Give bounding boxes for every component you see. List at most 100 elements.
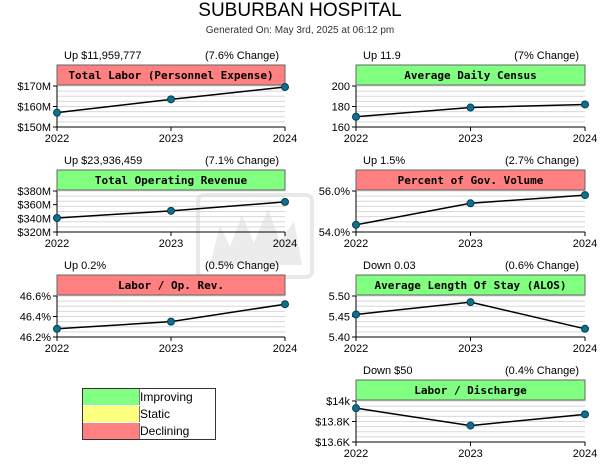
change-text: Up $23,936,459: [64, 155, 142, 167]
x-tick-label: 2023: [159, 343, 183, 355]
data-point: [167, 206, 175, 215]
data-point: [352, 404, 360, 413]
legend-swatch-static: [83, 406, 140, 422]
change-text: Down 0.03: [363, 260, 416, 272]
legend-label: Improving: [140, 390, 193, 404]
x-tick-label: 2023: [458, 238, 482, 250]
y-tick-label: $150M: [17, 122, 51, 134]
change-text: Up 11.9: [363, 50, 401, 62]
y-tick-label: 5.45: [329, 312, 350, 324]
x-tick-label: 2022: [344, 343, 368, 355]
y-tick-label: $170M: [17, 81, 51, 93]
data-point: [352, 220, 360, 229]
y-tick-label: 46.6%: [20, 291, 51, 303]
generated-timestamp: Generated On: May 3rd, 2025 at 06:12 pm: [205, 25, 395, 36]
data-point: [581, 324, 589, 333]
legend-label: Declining: [140, 424, 190, 438]
x-tick-label: 2022: [344, 238, 368, 250]
kpi-title: Average Daily Census: [404, 69, 536, 82]
change-text: Up 1.5%: [363, 155, 405, 167]
change-text: Up 0.2%: [64, 260, 106, 272]
kpi-title-banner: [355, 274, 586, 296]
data-point: [581, 100, 589, 109]
pct-change-text: (7.6% Change): [205, 50, 279, 62]
kpi-title-banner: [355, 379, 586, 401]
legend-swatch-declining: [83, 423, 140, 439]
legend-item-declining: Declining: [83, 423, 215, 440]
y-tick-label: $360M: [17, 200, 51, 212]
x-tick-label: 2022: [45, 133, 69, 145]
data-point: [281, 300, 289, 309]
x-tick-label: 2024: [273, 133, 297, 145]
y-tick-label: 200: [332, 81, 350, 93]
x-tick-label: 2024: [273, 238, 297, 250]
data-point: [281, 197, 289, 206]
y-tick-label: 46.4%: [20, 312, 51, 324]
y-tick-label: $340M: [17, 213, 51, 225]
y-tick-label: $380M: [17, 186, 51, 198]
x-tick-label: 2024: [573, 343, 597, 355]
data-point: [466, 298, 475, 307]
data-point: [167, 317, 175, 326]
x-tick-label: 2024: [273, 343, 297, 355]
data-point: [466, 421, 475, 430]
data-point: [167, 95, 175, 104]
data-point: [581, 191, 589, 200]
data-point: [53, 213, 61, 222]
kpi-title: Average Length Of Stay (ALOS): [374, 279, 566, 292]
y-tick-label: 5.50: [329, 291, 350, 303]
pct-change-text: (0.5% Change): [205, 260, 279, 272]
data-point: [581, 410, 589, 419]
legend-swatch-improving: [83, 389, 140, 405]
x-tick-label: 2022: [45, 343, 69, 355]
kpi-title: Total Labor (Personnel Expense): [68, 69, 273, 82]
x-tick-label: 2022: [344, 133, 368, 145]
y-tick-label: $320M: [17, 227, 51, 239]
y-tick-label: $14k: [326, 396, 350, 408]
pct-change-text: (0.6% Change): [505, 260, 579, 272]
data-point: [466, 103, 475, 112]
y-tick-label: 160: [332, 122, 350, 134]
legend-item-improving: Improving: [83, 389, 215, 406]
x-tick-label: 2023: [458, 343, 482, 355]
x-tick-label: 2022: [45, 238, 69, 250]
kpi-title-banner: [56, 64, 286, 86]
kpi-title: Labor / Discharge: [414, 384, 527, 397]
pct-change-text: (7% Change): [514, 50, 579, 62]
x-tick-label: 2023: [159, 133, 183, 145]
data-point: [352, 310, 360, 319]
data-point: [53, 108, 61, 117]
data-point: [352, 112, 360, 121]
y-tick-label: $160M: [17, 102, 51, 114]
y-tick-label: $13.8K: [315, 417, 351, 429]
data-point: [466, 199, 475, 208]
y-tick-label: 46.2%: [20, 332, 51, 344]
page-title: SUBURBAN HOSPITAL: [198, 0, 402, 21]
pct-change-text: (7.1% Change): [205, 155, 279, 167]
kpi-title-banner: [355, 169, 586, 191]
legend-label: Static: [140, 407, 171, 421]
change-text: Down $50: [363, 365, 413, 377]
pct-change-text: (2.7% Change): [505, 155, 579, 167]
kpi-title: Percent of Gov. Volume: [398, 174, 544, 187]
y-tick-label: 54.0%: [319, 227, 350, 239]
kpi-title: Labor / Op. Rev.: [118, 279, 224, 292]
legend-item-static: Static: [83, 406, 215, 423]
x-tick-label: 2023: [159, 238, 183, 250]
kpi-title-banner: [355, 64, 586, 86]
y-tick-label: 56.0%: [319, 186, 350, 198]
y-tick-label: 5.40: [329, 332, 350, 344]
x-tick-label: 2024: [573, 448, 597, 460]
y-tick-label: 180: [332, 102, 350, 114]
data-point: [281, 83, 289, 92]
data-point: [53, 324, 61, 333]
x-tick-label: 2023: [458, 133, 482, 145]
legend: Improving Static Declining: [82, 388, 216, 440]
kpi-title-banner: [56, 274, 286, 296]
kpi-title: Total Operating Revenue: [95, 174, 248, 187]
pct-change-text: (0.4% Change): [505, 365, 579, 377]
x-tick-label: 2023: [458, 448, 482, 460]
x-tick-label: 2024: [573, 238, 597, 250]
x-tick-label: 2024: [573, 133, 597, 145]
